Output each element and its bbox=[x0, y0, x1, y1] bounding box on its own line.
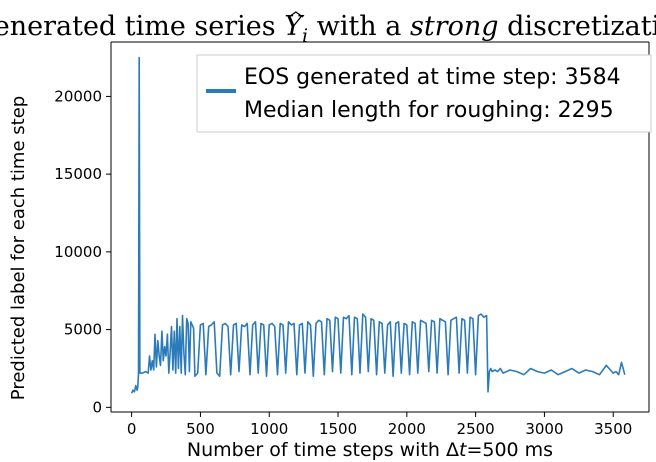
title-symbol: Y bbox=[284, 11, 304, 42]
x-label-symbol: t bbox=[459, 439, 468, 461]
x-tick-label: 2500 bbox=[457, 420, 495, 438]
plot-area bbox=[130, 56, 626, 394]
y-tick-label: 10000 bbox=[54, 243, 102, 261]
y-tick-label: 15000 bbox=[54, 165, 102, 183]
x-label-prefix: Number of time steps with Δ bbox=[187, 439, 459, 461]
x-tick-label: 1500 bbox=[319, 420, 357, 438]
y-axis-label: Predicted label for each time step bbox=[8, 96, 29, 400]
title-middle: with a bbox=[308, 11, 410, 42]
title-subscript: i bbox=[302, 25, 308, 47]
x-tick-label: 3500 bbox=[594, 420, 632, 438]
x-tick-label: 0 bbox=[127, 420, 137, 438]
y-tick-label: 20000 bbox=[54, 87, 102, 105]
legend-entry-eos: EOS generated at time step: 3584 bbox=[244, 65, 621, 90]
y-tick-label: 0 bbox=[92, 398, 102, 416]
title-prefix: Generated time series bbox=[0, 11, 284, 42]
x-tick-label: 3000 bbox=[525, 420, 563, 438]
title-hat-accent bbox=[288, 11, 304, 18]
x-axis-label: Number of time steps with Δt=500 ms bbox=[187, 439, 553, 461]
x-tick-label: 2000 bbox=[388, 420, 426, 438]
title-emphasis: strong bbox=[410, 11, 499, 42]
x-label-suffix: =500 ms bbox=[466, 439, 553, 461]
axes: 0 500 1000 1500 2000 2500 3000 3500 0 5000 10000 15… bbox=[54, 41, 650, 438]
y-tick-label: 5000 bbox=[64, 321, 102, 339]
chart-title: Generated time series Yi with a strong d… bbox=[0, 11, 656, 47]
title-suffix: discretization bbox=[499, 11, 656, 42]
legend-entry-median: Median length for roughing: 2295 bbox=[244, 98, 614, 123]
legend-box bbox=[196, 54, 652, 133]
legend: EOS generated at time step: 3584 Median … bbox=[196, 54, 652, 133]
x-tick-label: 500 bbox=[186, 420, 215, 438]
x-tick-label: 1000 bbox=[250, 420, 288, 438]
series-line-0 bbox=[130, 56, 626, 394]
